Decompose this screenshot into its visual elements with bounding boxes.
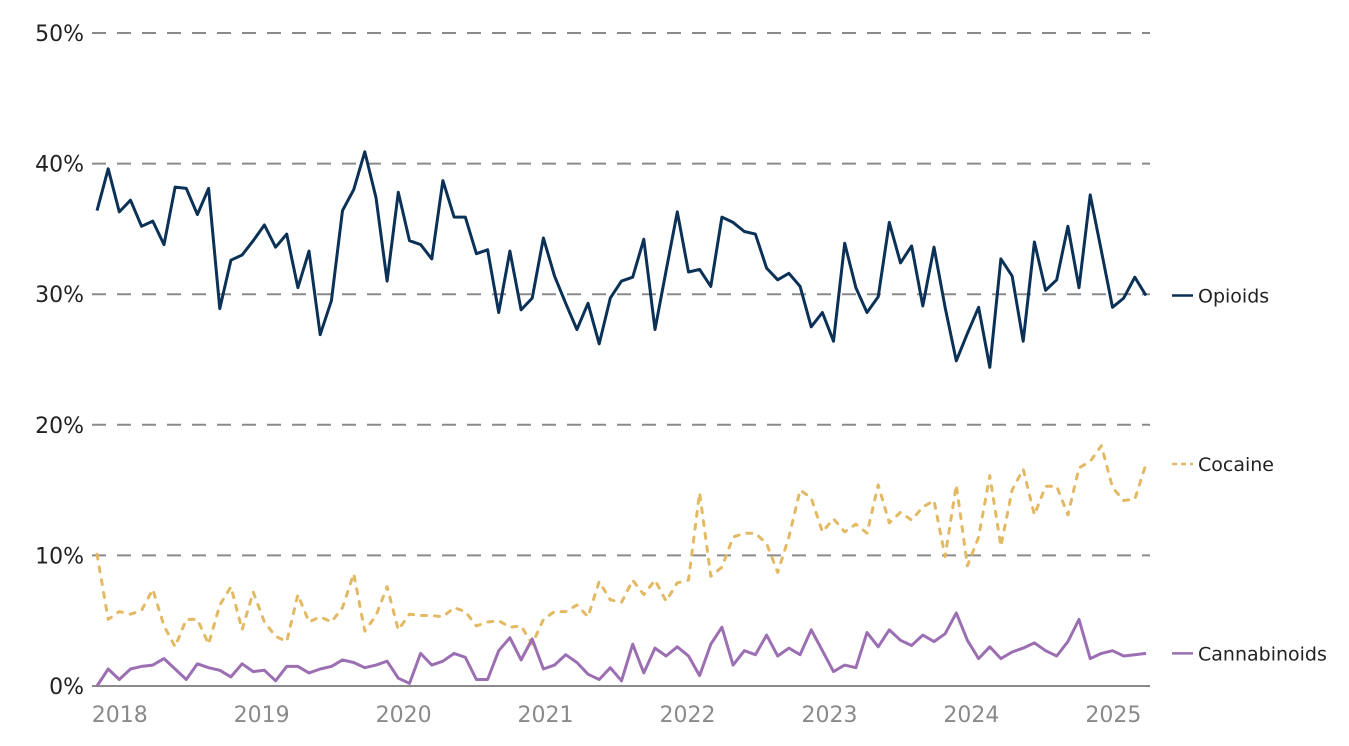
y-tick-label: 40% <box>35 153 84 178</box>
y-tick-label: 0% <box>49 675 84 700</box>
y-axis-ticks: 0% 10% 20% 30% 40% 50% <box>35 22 84 700</box>
legend-label: Cannabinoids <box>1198 643 1327 665</box>
series-line-opioids <box>95 150 1148 369</box>
x-tick-label: 2025 <box>1085 703 1141 728</box>
gridlines <box>92 32 1150 557</box>
x-tick-label: 2024 <box>943 703 999 728</box>
y-tick-label: 20% <box>35 414 84 439</box>
y-tick-label: 10% <box>35 544 84 569</box>
legend-item-cannabinoids: Cannabinoids <box>1172 643 1327 665</box>
x-tick-label: 2019 <box>234 703 290 728</box>
x-tick-label: 2020 <box>376 703 432 728</box>
series-lines <box>95 150 1148 687</box>
y-tick-label: 50% <box>35 22 84 47</box>
legend-item-cocaine: Cocaine <box>1172 454 1274 476</box>
series-line-cocaine <box>95 444 1148 649</box>
x-tick-label: 2023 <box>801 703 857 728</box>
legend: Opioids Cocaine Cannabinoids <box>1172 286 1327 665</box>
legend-item-opioids: Opioids <box>1172 286 1269 308</box>
x-tick-label: 2021 <box>518 703 574 728</box>
y-tick-label: 30% <box>35 283 84 308</box>
series-line-cannabinoids <box>95 611 1147 687</box>
x-axis-ticks: 2018 2019 2020 2021 2022 2023 2024 2025 <box>92 703 1142 728</box>
legend-label: Cocaine <box>1198 454 1274 476</box>
legend-label: Opioids <box>1198 286 1269 308</box>
x-tick-label: 2022 <box>660 703 716 728</box>
x-tick-label: 2018 <box>92 703 148 728</box>
